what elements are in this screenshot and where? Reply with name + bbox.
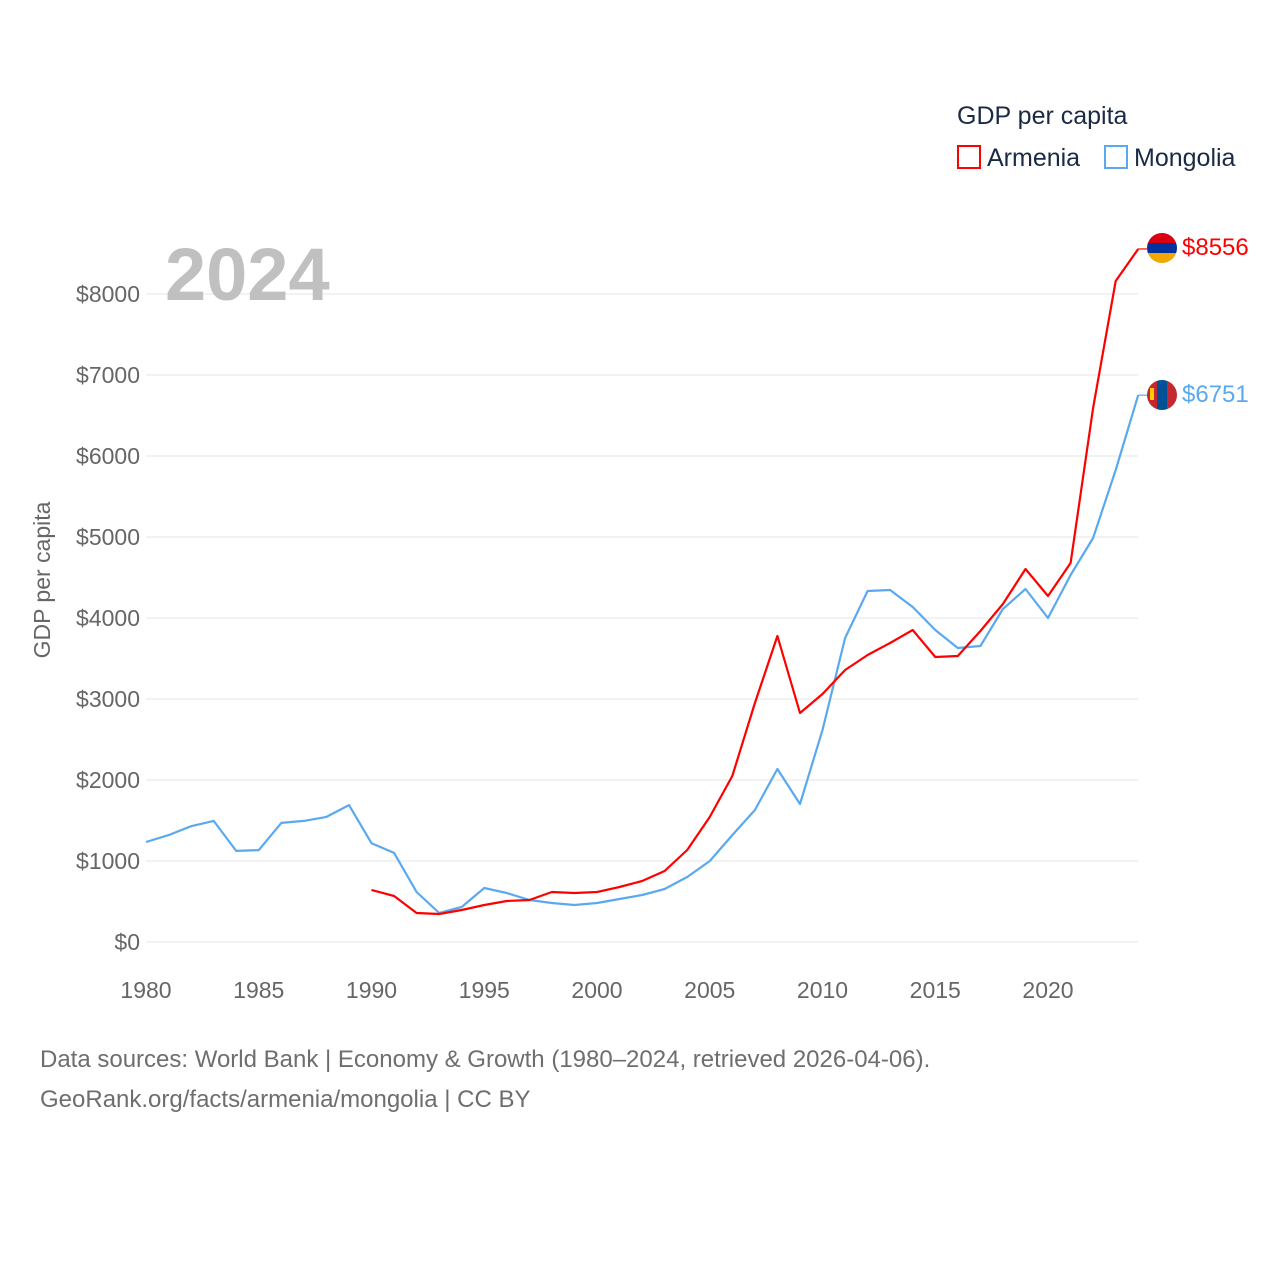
y-tick-label: $4000 xyxy=(76,605,140,631)
footer-link[interactable]: GeoRank.org/facts/armenia/mongolia | CC … xyxy=(40,1086,531,1113)
legend-title: GDP per capita xyxy=(957,102,1128,130)
x-tick-label: 1985 xyxy=(233,977,284,1003)
y-tick-label: $2000 xyxy=(76,767,140,793)
y-tick-label: $1000 xyxy=(76,848,140,874)
x-tick-label: 2005 xyxy=(684,977,735,1003)
x-tick-label: 2020 xyxy=(1022,977,1073,1003)
x-tick-label: 1980 xyxy=(120,977,171,1003)
y-tick-label: $0 xyxy=(114,929,140,955)
y-tick-label: $5000 xyxy=(76,524,140,550)
y-axis-label: GDP per capita xyxy=(29,501,55,658)
mongolia-flag-icon xyxy=(1147,380,1177,410)
legend-swatch-armenia xyxy=(957,145,981,169)
legend-item-armenia[interactable]: Armenia xyxy=(957,144,1080,172)
armenia-flag-icon xyxy=(1147,233,1177,263)
y-tick-label: $7000 xyxy=(76,362,140,388)
legend-swatch-mongolia xyxy=(1104,145,1128,169)
x-tick-label: 2015 xyxy=(910,977,961,1003)
y-tick-label: $3000 xyxy=(76,686,140,712)
x-tick-label: 2010 xyxy=(797,977,848,1003)
x-tick-label: 1995 xyxy=(459,977,510,1003)
y-tick-label: $6000 xyxy=(76,443,140,469)
y-tick-label: $8000 xyxy=(76,281,140,307)
series-line-armenia[interactable] xyxy=(371,248,1140,916)
x-tick-label: 2000 xyxy=(571,977,622,1003)
x-tick-label: 1990 xyxy=(346,977,397,1003)
legend-item-mongolia[interactable]: Mongolia xyxy=(1104,144,1236,172)
footer-sources: Data sources: World Bank | Economy & Gro… xyxy=(40,1046,931,1073)
legend-label-mongolia: Mongolia xyxy=(1134,144,1236,172)
end-label-mongolia: $6751 xyxy=(1182,381,1249,408)
legend-label-armenia: Armenia xyxy=(987,144,1080,172)
end-label-armenia: $8556 xyxy=(1182,234,1249,261)
series-line-mongolia[interactable] xyxy=(145,394,1140,915)
year-watermark: 2024 xyxy=(165,233,330,316)
